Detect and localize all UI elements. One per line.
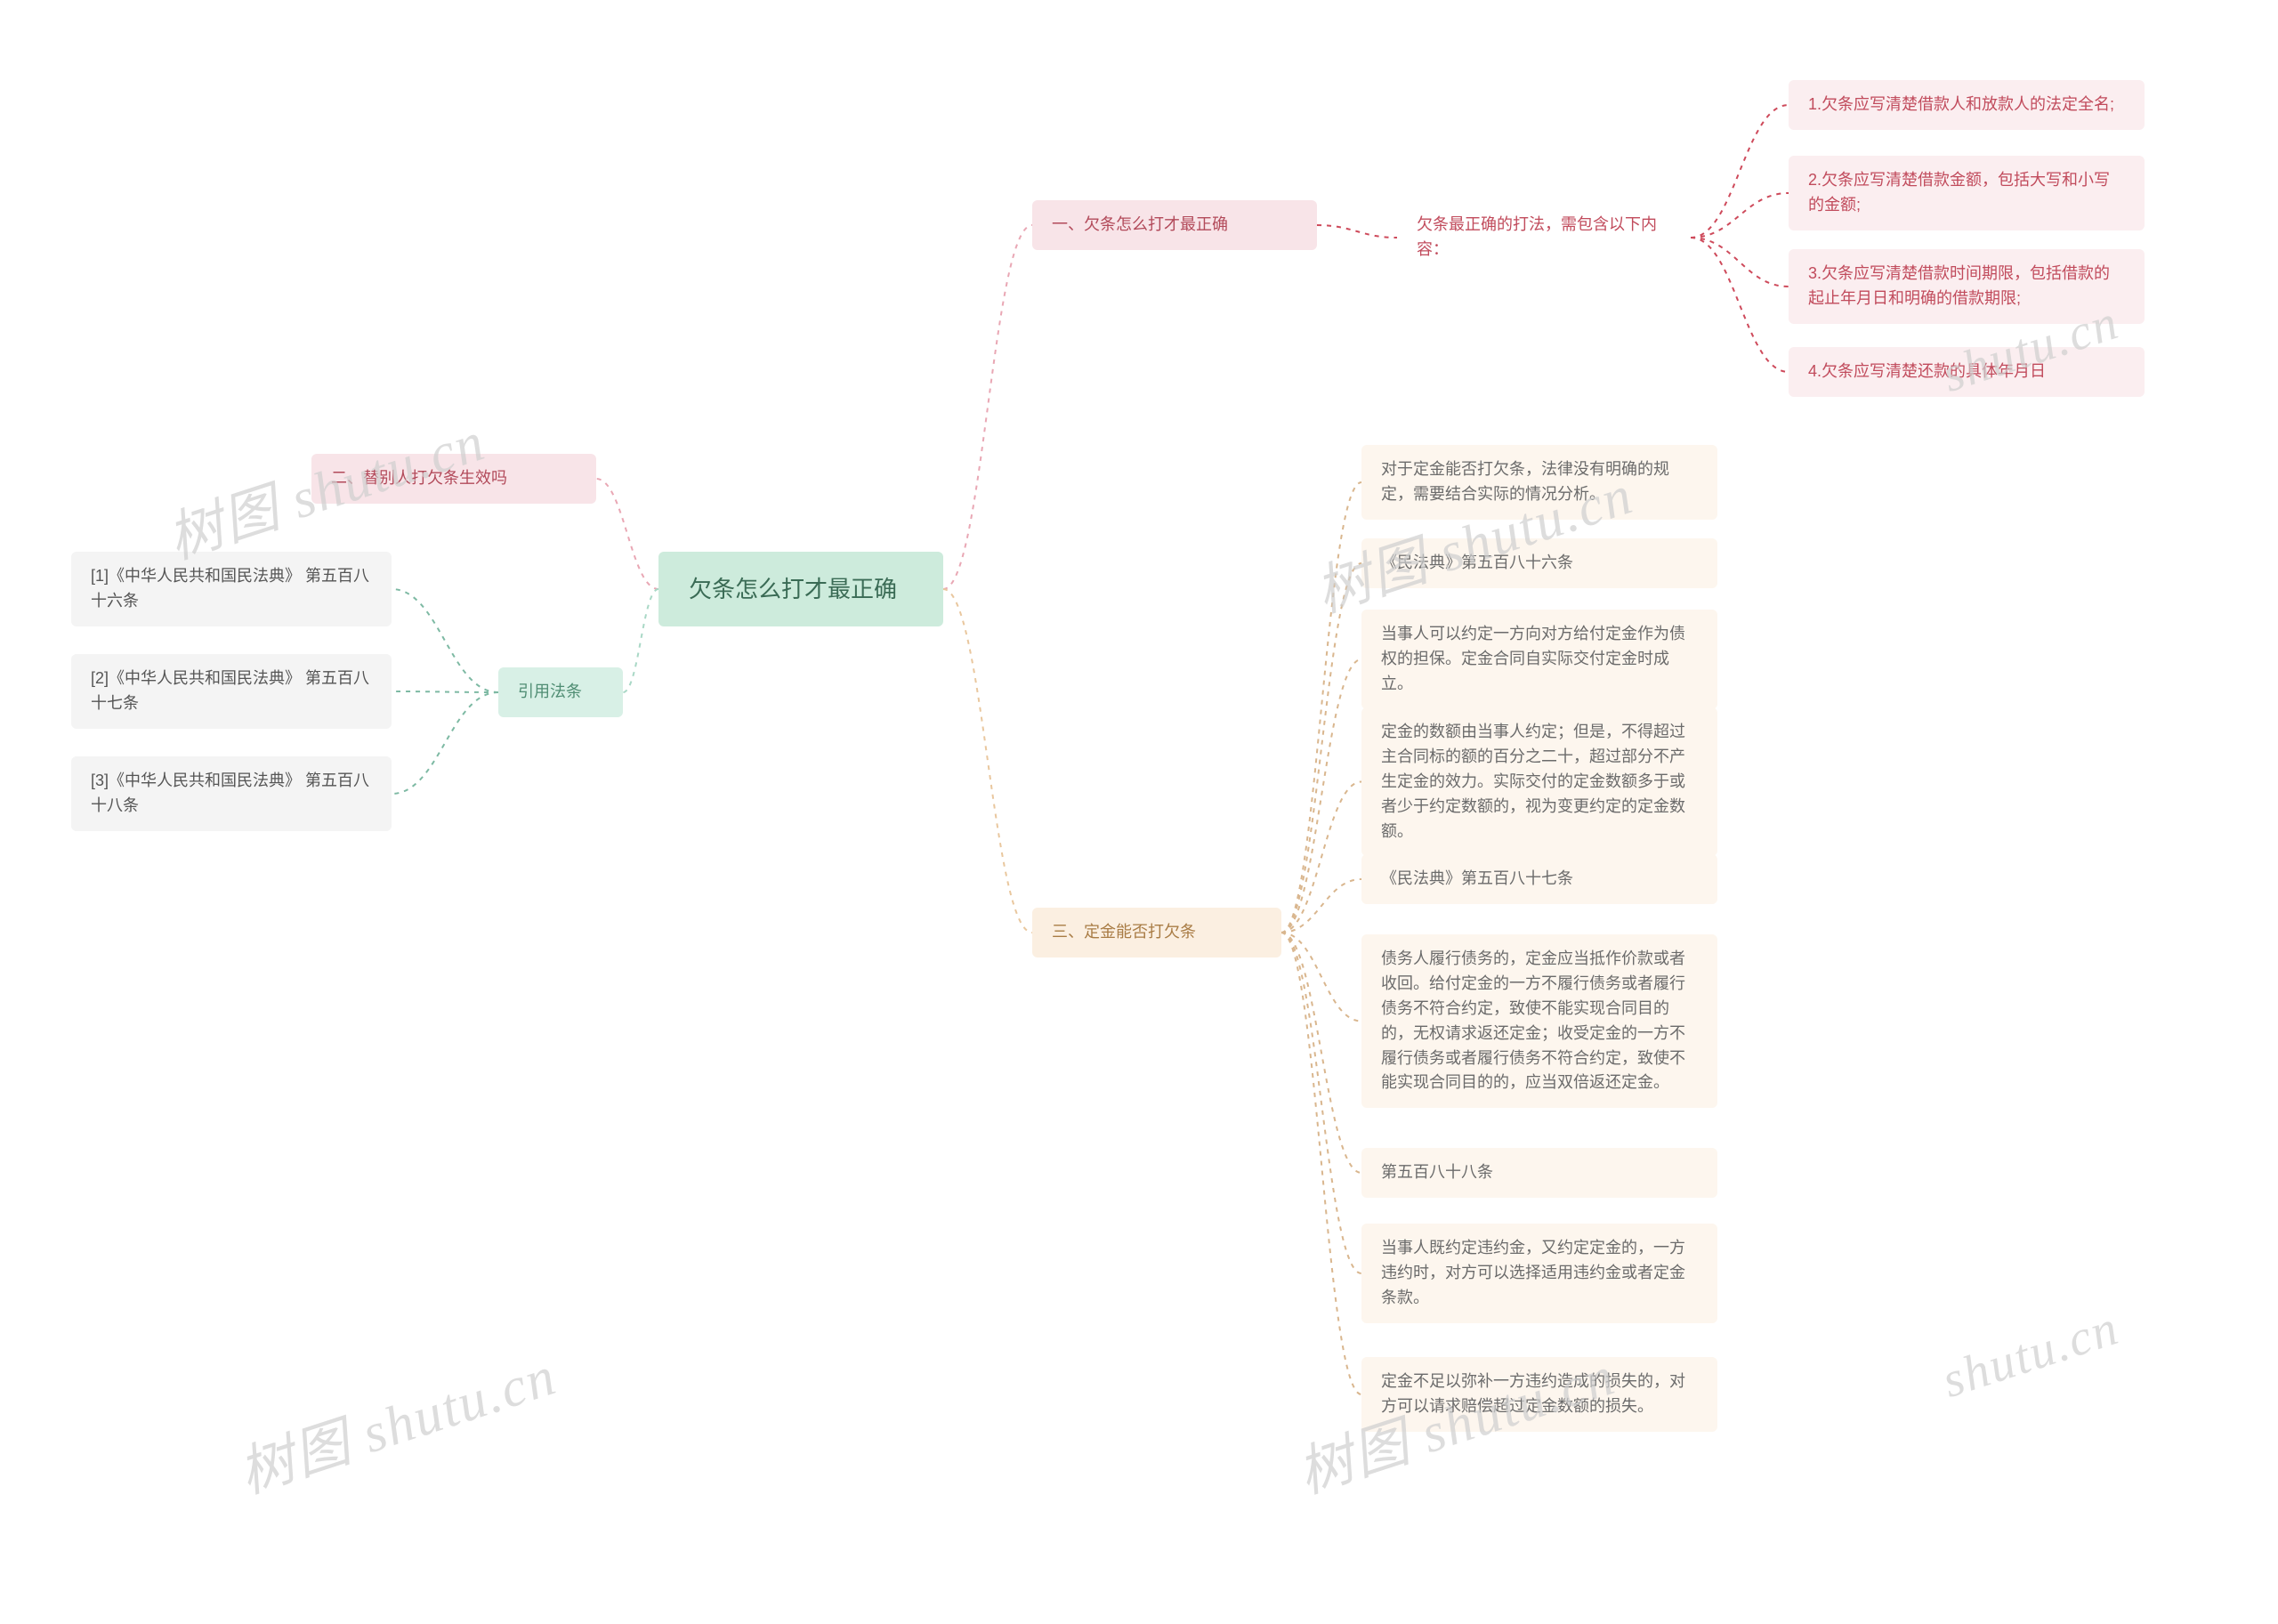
section3-item-8: 当事人既约定违约金，又约定定金的，一方违约时，对方可以选择适用违约金或者定金条款… [1361, 1224, 1717, 1323]
branch-section-1[interactable]: 一、欠条怎么打才最正确 [1032, 200, 1317, 250]
section1-intro: 欠条最正确的打法，需包含以下内容： [1397, 200, 1691, 275]
watermark-1: 树图 shutu.cn [156, 396, 494, 574]
branch-section-3[interactable]: 三、定金能否打欠条 [1032, 908, 1281, 957]
section3-item-4: 定金的数额由当事人约定；但是，不得超过主合同标的额的百分之二十，超过部分不产生定… [1361, 707, 1717, 856]
section3-item-7: 第五百八十八条 [1361, 1148, 1717, 1198]
section1-item-2: 2.欠条应写清楚借款金额，包括大写和小写的金额; [1789, 156, 2145, 230]
center-topic[interactable]: 欠条怎么打才最正确 [658, 552, 943, 626]
watermark-6: shutu.cn [1935, 1299, 2126, 1410]
section4-item-2: [2]《中华人民共和国民法典》 第五百八十七条 [71, 654, 392, 729]
section3-item-5: 《民法典》第五百八十七条 [1361, 854, 1717, 904]
branch-section-4[interactable]: 引用法条 [498, 667, 623, 717]
section1-item-1: 1.欠条应写清楚借款人和放款人的法定全名; [1789, 80, 2145, 130]
watermark-4: 树图 shutu.cn [227, 1330, 565, 1508]
section4-item-1: [1]《中华人民共和国民法典》 第五百八十六条 [71, 552, 392, 626]
section3-item-3: 当事人可以约定一方向对方给付定金作为债权的担保。定金合同自实际交付定金时成立。 [1361, 610, 1717, 709]
section4-item-3: [3]《中华人民共和国民法典》 第五百八十八条 [71, 756, 392, 831]
section3-item-6: 债务人履行债务的，定金应当抵作价款或者收回。给付定金的一方不履行债务或者履行债务… [1361, 934, 1717, 1108]
